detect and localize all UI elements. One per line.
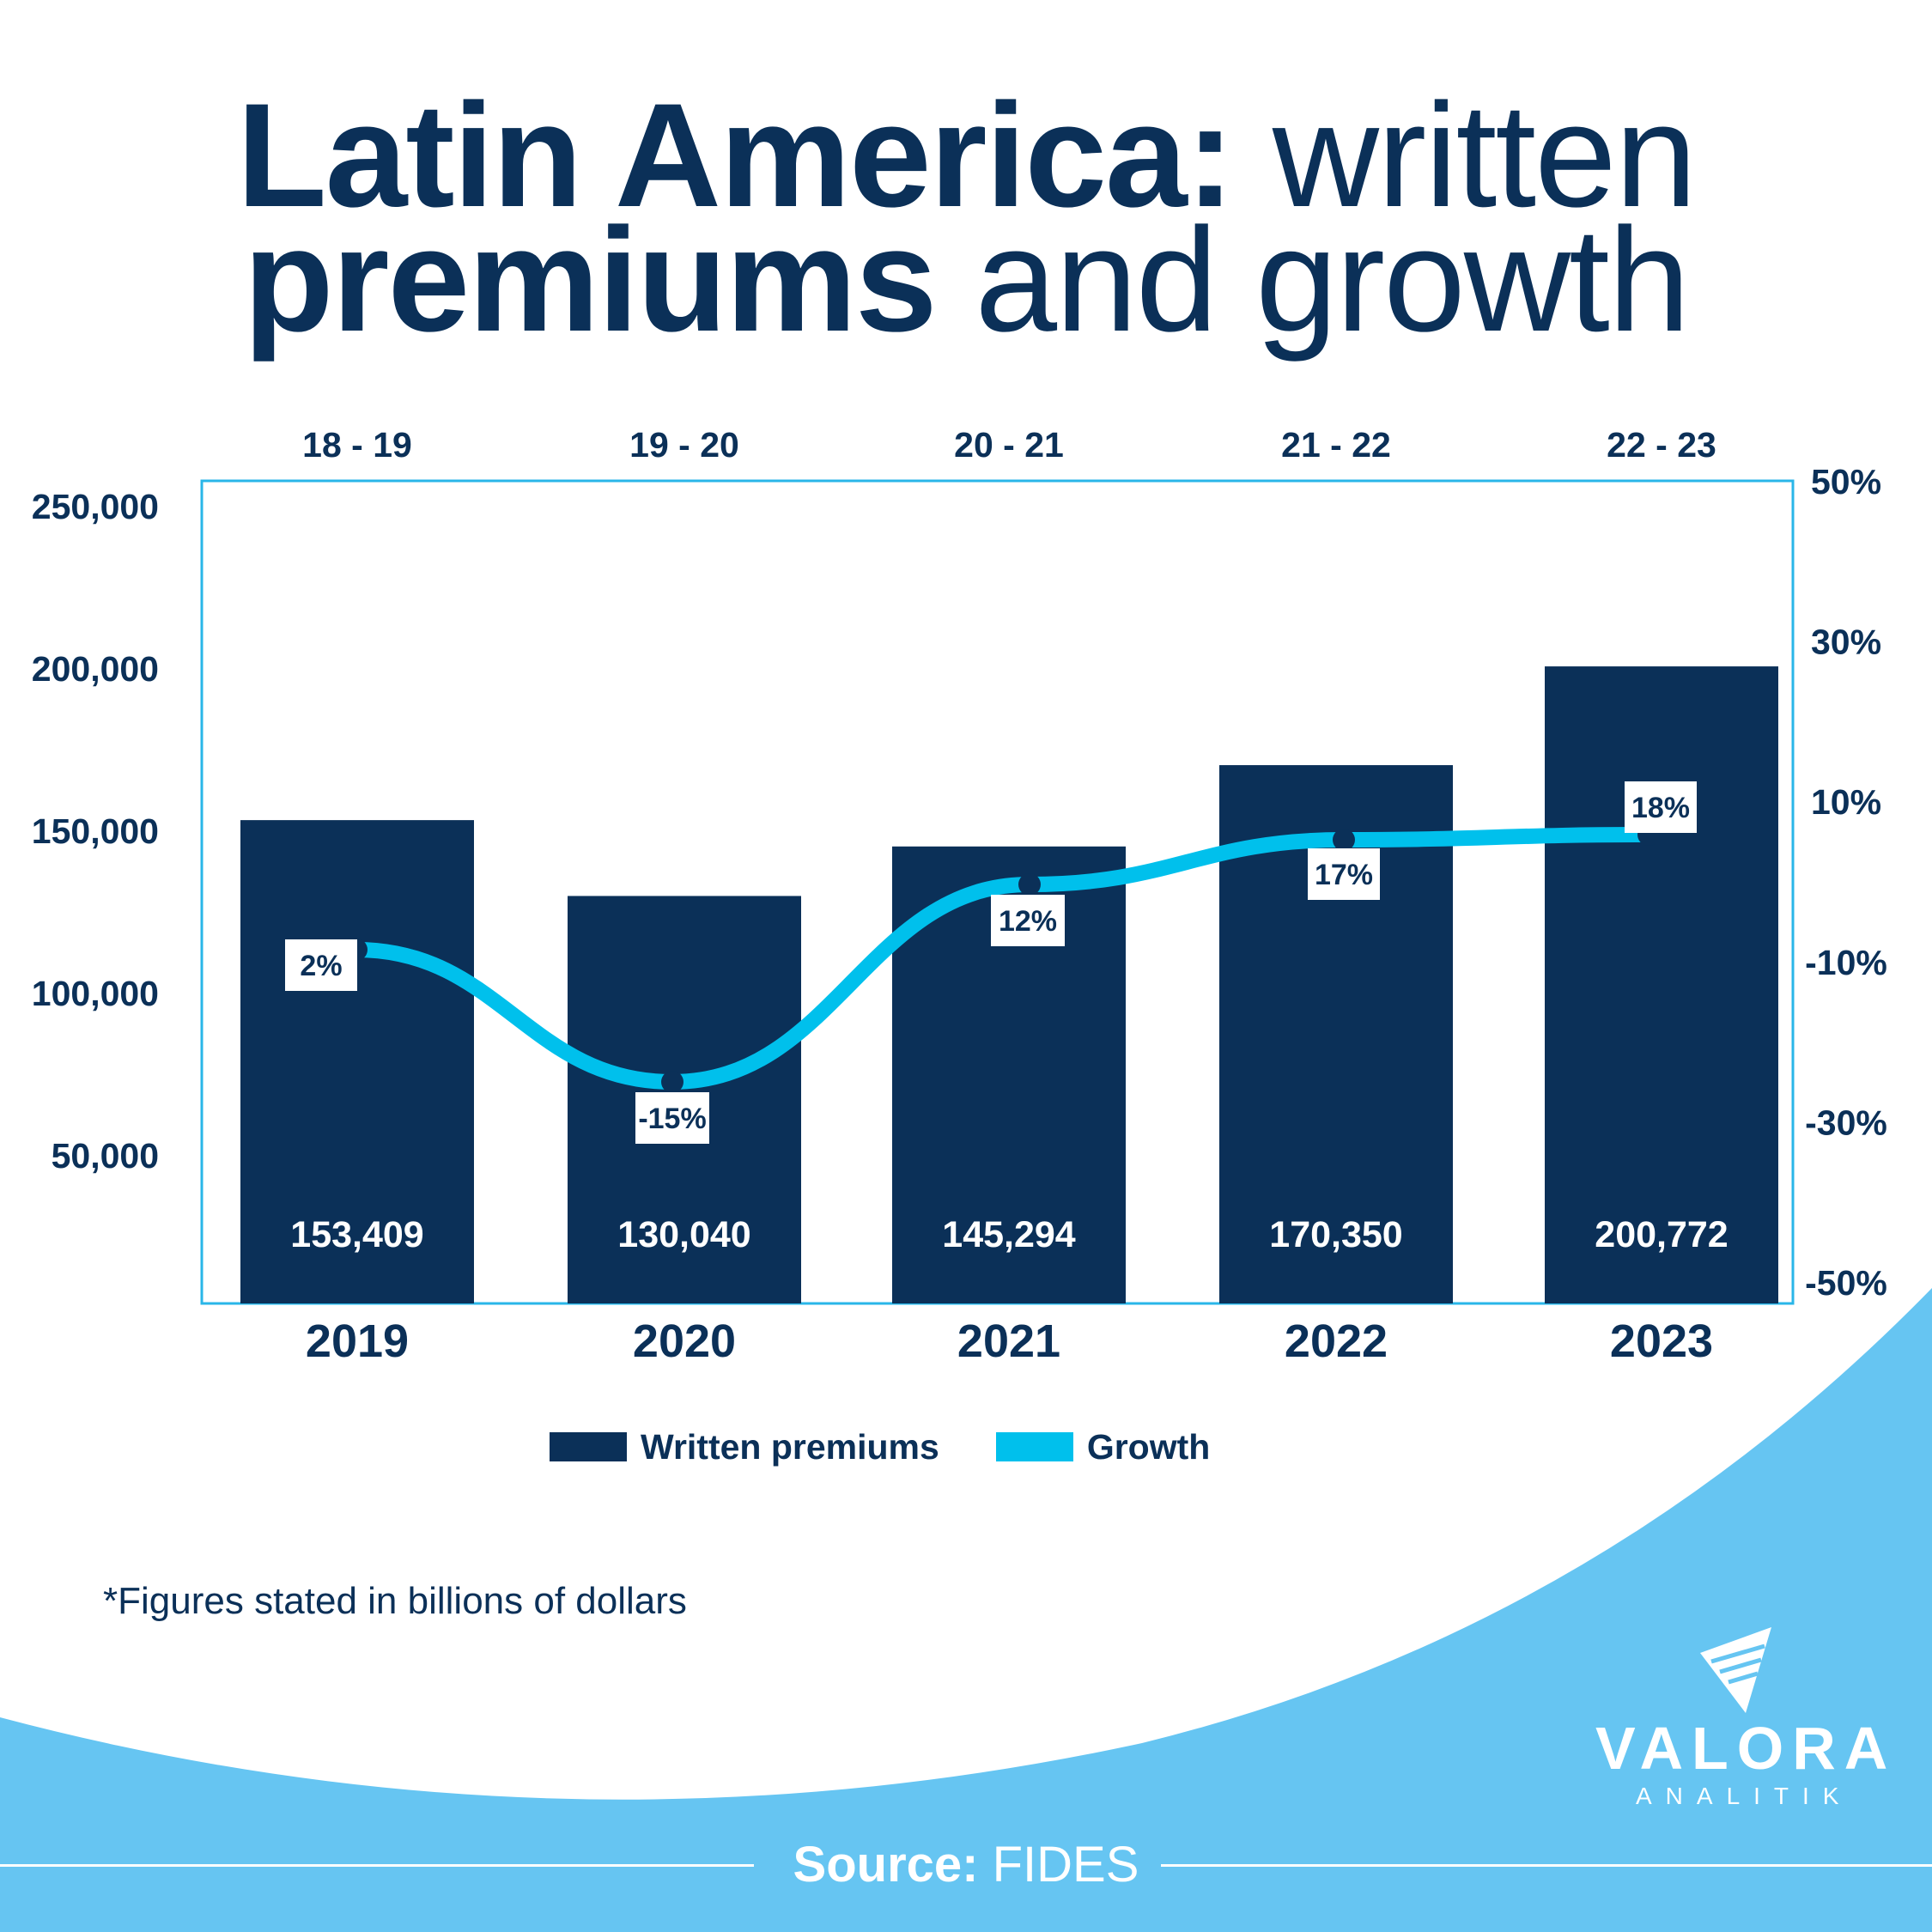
right-axis-tick-label: 30% [1811, 623, 1881, 662]
title-line-2: premiums and growth [0, 206, 1932, 354]
bar-value-label: 200,772 [1595, 1214, 1728, 1255]
left-axis-tick-label: 50,000 [52, 1136, 159, 1176]
top-period-label: 19 - 20 [629, 425, 739, 465]
growth-point [1333, 829, 1355, 851]
title-bold-1: Latin America: [236, 73, 1235, 238]
x-axis-label: 2023 [1610, 1315, 1713, 1367]
growth-point [1018, 873, 1041, 896]
bar-value-label: 170,350 [1269, 1214, 1402, 1255]
x-axis-label: 2022 [1285, 1315, 1388, 1367]
title-line-1: Latin America: written [0, 82, 1932, 229]
left-axis-tick-label: 100,000 [32, 974, 159, 1013]
growth-label-box [991, 895, 1065, 946]
title-light-2: and growth [975, 197, 1690, 362]
bar-value-label: 145,294 [942, 1214, 1076, 1255]
source-value: FIDES [992, 1837, 1139, 1893]
top-period-label: 21 - 22 [1281, 425, 1391, 465]
x-axis-label: 2020 [633, 1315, 736, 1367]
left-axis-tick-label: 250,000 [32, 487, 159, 526]
valora-logo-icon [1700, 1627, 1771, 1713]
bar-value-label: 130,040 [617, 1214, 750, 1255]
growth-value-label: -15% [638, 1103, 706, 1135]
right-axis-tick-label: -50% [1805, 1263, 1887, 1303]
growth-value-label: 18% [1631, 792, 1690, 824]
legend-label-premiums: Written premiums [641, 1426, 939, 1467]
x-axis-label: 2019 [306, 1315, 409, 1367]
growth-label-box [1625, 781, 1697, 833]
growth-label-box [635, 1092, 709, 1144]
right-axis-tick-label: -30% [1805, 1103, 1887, 1142]
source-label: Source: [793, 1837, 979, 1893]
growth-line [349, 827, 1656, 1090]
growth-label-box [1308, 848, 1380, 900]
chart-legend: Written premiums Growth [550, 1425, 1267, 1468]
right-axis-tick-label: 50% [1811, 462, 1881, 501]
legend-item-premiums: Written premiums [550, 1427, 939, 1467]
wave-shape [0, 1288, 1932, 1932]
growth-value-label: 17% [1315, 859, 1373, 891]
legend-item-growth: Growth [995, 1426, 1211, 1467]
legend-swatch-premiums [550, 1432, 627, 1461]
bar-written-premiums [1545, 666, 1778, 1303]
legend-label-growth: Growth [1086, 1426, 1211, 1467]
growth-value-label: 12% [999, 905, 1057, 938]
top-period-label: 20 - 21 [954, 425, 1064, 465]
title-bold-2: premiums [243, 197, 938, 362]
right-axis-tick-label: 10% [1811, 782, 1881, 822]
source-rule-right [1161, 1864, 1932, 1867]
x-axis-label: 2021 [957, 1315, 1060, 1367]
top-period-label: 22 - 23 [1607, 425, 1716, 465]
right-axis-tick-label: -10% [1805, 943, 1887, 982]
logo-wordmark: VALORA [1595, 1715, 1897, 1782]
title-light-1: written [1272, 73, 1698, 238]
left-axis-tick-label: 150,000 [32, 811, 159, 851]
growth-label-box [285, 939, 357, 991]
top-period-label: 18 - 19 [302, 425, 412, 465]
source-line: Source: FIDES [0, 1836, 1932, 1893]
logo-subtitle: ANALITIK [1636, 1783, 1853, 1809]
bar-written-premiums [240, 820, 474, 1303]
growth-value-label: 2% [300, 950, 342, 982]
left-axis-tick-label: 200,000 [32, 649, 159, 689]
legend-swatch-growth [995, 1432, 1073, 1461]
source-rule-left [0, 1864, 754, 1867]
bar-value-label: 153,409 [290, 1214, 423, 1255]
growth-point [661, 1071, 683, 1093]
footnote: *Figures stated in billions of dollars [103, 1580, 687, 1622]
